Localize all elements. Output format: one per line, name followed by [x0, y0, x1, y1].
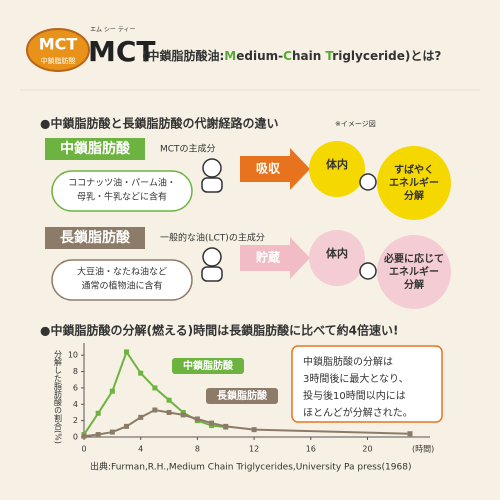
marker	[166, 397, 172, 403]
legend-box	[206, 388, 278, 404]
body-circle	[309, 141, 365, 197]
source-text: 母乳・牛乳などに含有	[77, 191, 167, 203]
legend-label: 長鎖脂肪酸	[217, 389, 268, 402]
person-body	[201, 266, 223, 282]
person-head	[359, 262, 377, 280]
result-text: すばやく	[394, 163, 434, 176]
source-text: 通常の植物油に含有	[81, 280, 162, 292]
y-axis-label: 分解した脂肪酸の割合(%)	[54, 350, 63, 444]
title: MCT	[88, 35, 156, 68]
logo	[26, 28, 90, 72]
result-text: 必要に応じて	[383, 252, 444, 265]
source-bubble	[51, 170, 193, 212]
marker	[138, 414, 144, 420]
marker	[95, 432, 101, 438]
marker	[166, 409, 172, 415]
source: 出典:Furman,R.H.,Medium Chain Triglyceride…	[90, 461, 411, 473]
x-tick-label: 0	[81, 445, 86, 454]
marker	[152, 385, 158, 391]
subtitle-part: riglyceride)とは?	[332, 49, 441, 63]
marker	[81, 433, 87, 439]
note-text: 3時間後に最大となり、	[303, 372, 409, 385]
subtitle-part: C	[283, 49, 292, 63]
logo-sub: 中鎖脂肪酸	[41, 56, 76, 65]
marker	[223, 423, 229, 429]
row-label: 中鎖脂肪酸	[60, 140, 131, 157]
x-tick-label: 8	[195, 445, 200, 454]
marker	[152, 407, 158, 413]
marker	[124, 423, 130, 429]
subtitle-part: T	[325, 49, 334, 63]
legend-box	[172, 358, 244, 374]
subtitle-part: (中鎖脂肪酸油:	[142, 48, 224, 63]
subtitle-part: hain	[292, 49, 325, 63]
subtitle-part: M	[224, 49, 236, 63]
y-tick-label: 0	[73, 433, 78, 442]
body-text: 体内	[326, 157, 348, 171]
row-label: 長鎖脂肪酸	[60, 229, 131, 246]
x-tick-label: 12	[249, 445, 259, 454]
y-tick-label: 10	[68, 351, 78, 360]
arrow	[240, 237, 310, 279]
source-text: ココナッツ油・パーム油・	[68, 177, 176, 189]
row-label-box	[45, 227, 145, 249]
x-tick-label: 20	[362, 445, 372, 454]
note: ※イメージ図	[335, 120, 376, 128]
x-tick-label: 4	[138, 445, 143, 454]
y-tick-label: 8	[73, 367, 78, 376]
source-bubble	[51, 259, 193, 301]
person-head	[359, 173, 377, 191]
marker	[251, 427, 257, 433]
marker	[124, 349, 130, 355]
arrow	[240, 148, 310, 190]
x-tick-label: 16	[306, 445, 316, 454]
note-text: ほとんどが分解された。	[303, 406, 413, 419]
y-tick-label: 4	[73, 400, 78, 409]
marker	[109, 388, 115, 394]
marker	[180, 412, 186, 418]
person-head	[202, 247, 222, 267]
body-text: 体内	[326, 246, 348, 260]
marker	[194, 416, 200, 422]
marker	[209, 420, 215, 426]
row-desc: MCTの主成分	[160, 143, 216, 155]
note-text: 中鎖脂肪酸の分解は	[303, 355, 393, 368]
result-text: 分解	[404, 278, 424, 291]
process: 吸収	[256, 162, 281, 176]
legend-label: 中鎖脂肪酸	[183, 359, 234, 372]
marker	[138, 370, 144, 376]
subtitle-part: edium-	[236, 49, 283, 63]
y-tick-label: 6	[73, 383, 78, 392]
marker	[95, 410, 101, 416]
result-text: エネルギー	[389, 176, 439, 189]
x-axis-label: (時間)	[412, 445, 434, 454]
marker	[407, 431, 413, 437]
ruby: エム シー ティー	[90, 27, 135, 34]
process: 貯蔵	[256, 250, 280, 265]
result-text: 分解	[404, 189, 424, 202]
result-circle	[377, 235, 451, 309]
note-text: 投与後10時間以内には	[303, 389, 406, 402]
result-text: エネルギー	[389, 265, 439, 278]
y-tick-label: 2	[73, 416, 78, 425]
person-body	[201, 177, 223, 193]
source-text: 大豆油・なたね油など	[77, 266, 167, 278]
note-box	[291, 345, 443, 423]
chart-title: ●中鎖脂肪酸の分解(燃える)時間は長鎖脂肪酸に比べて約4倍速い!	[40, 323, 398, 338]
logo-main: MCT	[39, 35, 78, 54]
row-label-box	[45, 138, 145, 160]
person-head	[202, 158, 222, 178]
subtitle: (中鎖脂肪酸油:Medium-Chain Triglyceride)とは?	[142, 48, 441, 63]
body-circle	[309, 230, 365, 286]
row-desc: 一般的な油(LCT)の主成分	[160, 232, 265, 244]
result-circle	[377, 146, 451, 220]
marker	[109, 429, 115, 435]
section-heading: ●中鎖脂肪酸と長鎖脂肪酸の代謝経路の違い	[40, 116, 278, 131]
